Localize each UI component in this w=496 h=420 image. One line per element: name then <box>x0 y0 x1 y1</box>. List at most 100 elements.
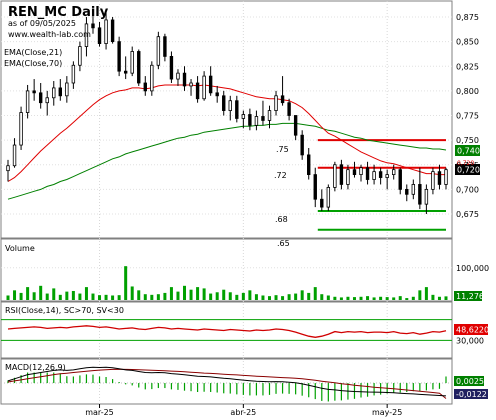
rsi-last-value: 48,6220 <box>456 326 489 335</box>
volume-bar <box>392 297 396 300</box>
volume-bar <box>196 287 200 300</box>
date-gridlines <box>99 1 388 404</box>
candle-body <box>228 100 232 111</box>
ema21-legend: EMA(Close,21) <box>4 48 62 57</box>
volume-bar <box>359 296 363 300</box>
candle-body <box>274 95 278 111</box>
candle-body <box>32 90 36 94</box>
volume-bar <box>104 294 108 300</box>
volume-bar <box>418 290 422 300</box>
volume-bar <box>294 293 298 300</box>
candle-body <box>431 171 435 190</box>
candle-body <box>25 90 30 113</box>
volume-bar <box>222 289 226 300</box>
price-tick-label: 0,675 <box>456 210 479 219</box>
candle-body <box>176 72 180 80</box>
volume-bar <box>366 296 370 300</box>
watermark: www.wealth-lab.com <box>8 30 91 39</box>
ema70-line <box>7 122 447 200</box>
close-last-badge <box>455 164 480 175</box>
price-tick-label: 0,825 <box>456 62 479 71</box>
candle-body <box>307 154 311 175</box>
candle-body <box>280 95 285 104</box>
price-grid <box>1 16 452 215</box>
macd-title: MACD(12,26,9) <box>5 363 66 372</box>
volume-bar <box>137 290 141 300</box>
volume-bar <box>320 294 324 300</box>
candle-body <box>123 70 128 74</box>
x-tick-label: abr-25 <box>230 408 256 417</box>
volume-bar <box>346 296 350 300</box>
macd-signal-line <box>7 368 447 399</box>
volume-bar <box>215 292 219 300</box>
candle-body <box>202 75 206 100</box>
candle-body <box>405 188 409 195</box>
volume-bar <box>26 287 30 300</box>
x-tick-label: may-25 <box>372 408 402 417</box>
price-label-72: .72 <box>274 171 287 180</box>
volume-bar <box>437 296 441 300</box>
price-plot <box>6 10 448 231</box>
candle-body <box>215 92 219 97</box>
price-tick-label: 0,750 <box>456 136 479 145</box>
rsi-plot: 30,000 <box>1 319 484 345</box>
candle-body <box>385 174 389 178</box>
volume-bar <box>274 295 278 300</box>
candle-body <box>320 198 324 208</box>
candle-body <box>365 167 370 180</box>
volume-bar <box>176 291 180 300</box>
candle-body <box>6 165 10 172</box>
candle-body <box>444 169 448 185</box>
volume-bar <box>71 290 75 300</box>
volume-bar <box>45 293 49 300</box>
volume-bar <box>372 297 376 300</box>
volume-bar <box>19 292 23 300</box>
price-label-75: .75 <box>276 145 289 154</box>
volume-bar <box>248 290 252 300</box>
close-last-value: 0,720 <box>457 166 480 175</box>
candle-body <box>241 114 246 119</box>
volume-bar <box>431 294 435 300</box>
volume-bar <box>130 286 134 300</box>
x-tick-label: mar-25 <box>85 408 114 417</box>
candle-body <box>313 174 317 200</box>
candle-body <box>339 164 344 185</box>
macd-last-value: -0,0122 <box>456 390 487 399</box>
chart-title: REN_MC Daily <box>8 5 109 20</box>
volume-plot: 100,000 <box>1 264 489 300</box>
volume-last-badge <box>454 291 482 301</box>
rsi-tick-label: 30,000 <box>456 336 484 345</box>
volume-bar <box>254 294 258 300</box>
price-tick-label: 0,800 <box>456 87 479 96</box>
rsi-title: RSI(Close,14), SC>70, SV<30 <box>5 306 124 315</box>
candle-body <box>150 64 154 92</box>
candle-body <box>287 102 291 116</box>
candle-body <box>71 64 76 84</box>
candle-body <box>326 187 331 208</box>
volume-bar <box>156 294 160 300</box>
volume-bar <box>52 288 56 300</box>
volume-bar <box>326 295 330 300</box>
volume-bar <box>98 295 102 300</box>
candle-body <box>222 95 226 111</box>
candle-body <box>378 171 383 178</box>
candle-body <box>208 75 213 94</box>
candle-body <box>156 36 161 66</box>
candle-body <box>91 23 95 29</box>
volume-bar <box>411 296 415 300</box>
rsi-line <box>7 325 447 338</box>
volume-bar <box>228 292 232 300</box>
candle-body <box>398 169 402 190</box>
macd-hist-last-value: 0,0025 <box>456 377 484 386</box>
volume-bar <box>235 294 239 300</box>
price-tick-label: 0,775 <box>456 112 479 121</box>
macd-last-badge <box>454 389 488 399</box>
candle-body <box>411 184 416 195</box>
candle-body <box>189 82 193 87</box>
candle-body <box>169 56 174 80</box>
candle-body <box>84 23 89 47</box>
candle-body <box>418 184 422 205</box>
candle-body <box>97 27 102 44</box>
ema21-line <box>7 84 446 182</box>
